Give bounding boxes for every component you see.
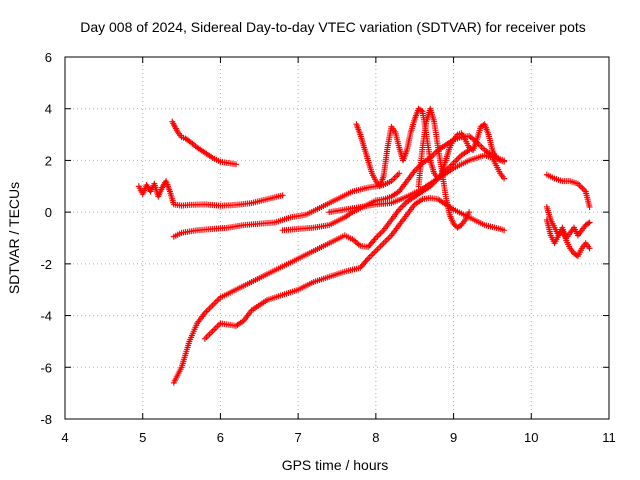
y-tick-label: -4 [40, 309, 52, 324]
plot-frame [64, 56, 610, 420]
data-point [451, 222, 458, 229]
x-tick-label: 9 [450, 430, 457, 445]
chart-title: Day 008 of 2024, Sidereal Day-to-day VTE… [80, 19, 586, 35]
data-series [201, 194, 508, 342]
data-point [279, 192, 286, 199]
data-series [170, 170, 403, 240]
data-point [495, 156, 502, 163]
data-series [326, 152, 508, 216]
data-point [586, 203, 593, 210]
data-series [543, 216, 593, 260]
data-point [501, 227, 508, 234]
data-points [135, 105, 593, 386]
data-point [396, 170, 403, 177]
x-axis-label: GPS time / hours [282, 457, 389, 473]
y-axis-label: SDTVAR / TECUs [6, 182, 22, 294]
x-tick-label: 4 [61, 430, 68, 445]
data-point [586, 219, 593, 226]
y-tick-label: -8 [40, 412, 52, 427]
y-tick-label: 6 [45, 50, 52, 65]
data-point [501, 158, 508, 165]
axis-ticks [64, 56, 610, 420]
y-tick-label: -2 [40, 257, 52, 272]
data-point [450, 220, 457, 227]
y-tick-label: 0 [45, 205, 52, 220]
data-point [585, 220, 592, 227]
data-point [466, 209, 473, 216]
x-tick-label: 8 [372, 430, 379, 445]
data-point [501, 175, 508, 182]
x-tick-labels: 4 5 6 7 8 9 10 11 [61, 430, 615, 445]
x-tick-label: 5 [139, 430, 146, 445]
x-tick-label: 7 [295, 430, 302, 445]
x-tick-label: 6 [217, 430, 224, 445]
y-tick-label: -6 [40, 360, 52, 375]
y-tick-label: 2 [45, 153, 52, 168]
y-tick-label: 4 [45, 102, 52, 117]
data-point [586, 245, 593, 252]
x-tick-label: 11 [602, 430, 616, 445]
data-point [457, 222, 464, 229]
data-series [169, 118, 239, 168]
data-series [353, 105, 508, 190]
data-series [135, 178, 286, 209]
y-tick-labels: -8 -6 -4 -2 0 2 4 6 [40, 50, 52, 427]
data-series [543, 171, 593, 210]
x-tick-label: 10 [524, 430, 538, 445]
data-series [415, 105, 473, 231]
data-point [232, 161, 239, 168]
